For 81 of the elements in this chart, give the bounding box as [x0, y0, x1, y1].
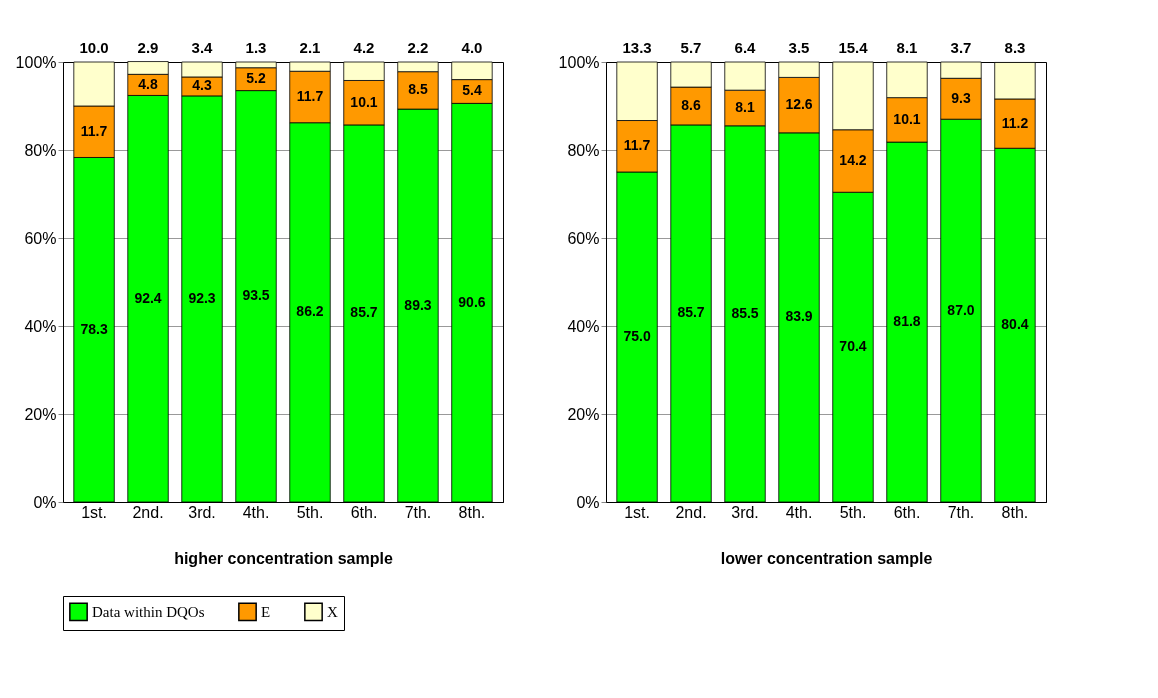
data-label: 2.1: [299, 39, 321, 56]
data-label: 11.7: [80, 122, 108, 139]
x-tick-label: 4th.: [242, 503, 270, 521]
data-label: 86.2: [296, 303, 324, 320]
data-label: 8.3: [1004, 39, 1026, 57]
data-label: 11.7: [296, 87, 324, 104]
y-tick-label: 80%: [567, 141, 600, 159]
y-tick-label: 60%: [567, 229, 600, 247]
data-label: 8.1: [896, 39, 918, 56]
data-label: 4.2: [353, 39, 375, 56]
data-label: 13.3: [622, 39, 652, 56]
data-label: 10.1: [350, 93, 378, 110]
x-tick-label: 2nd.: [675, 503, 707, 521]
data-label: 10.1: [893, 110, 921, 127]
data-label: 85.5: [731, 304, 759, 321]
x-tick-label: 8th.: [1001, 503, 1029, 521]
x-tick-label: 5th.: [296, 503, 324, 521]
data-label: 87.0: [947, 301, 975, 318]
y-tick-label: 20%: [567, 405, 600, 423]
legend-label: Data within DQOs: [92, 603, 205, 620]
y-tick-label: 40%: [567, 317, 600, 335]
data-label: 11.7: [623, 137, 651, 154]
data-label: 4.3: [192, 77, 212, 94]
data-label: 92.4: [134, 289, 162, 306]
data-label: 12.6: [785, 96, 813, 113]
y-tick-label: 20%: [24, 405, 57, 423]
y-tick-label: 100%: [558, 53, 600, 71]
x-axis-title: higher concentration sample: [174, 549, 393, 567]
data-label: 70.4: [839, 338, 867, 355]
data-label: 85.7: [350, 304, 378, 321]
data-label: 78.3: [80, 320, 108, 337]
data-label: 11.2: [1001, 114, 1029, 131]
x-tick-label: 6th.: [350, 503, 378, 521]
x-tick-label: 3rd.: [731, 503, 759, 521]
x-tick-label: 6th.: [893, 503, 921, 521]
y-tick-label: 100%: [15, 53, 57, 71]
data-label: 92.3: [188, 289, 216, 306]
legend-label: E: [261, 603, 271, 620]
data-label: 83.9: [785, 308, 813, 325]
data-label: 89.3: [404, 296, 432, 313]
data-label: 9.3: [951, 89, 971, 106]
data-label: 4.0: [461, 39, 483, 56]
x-tick-label: 2nd.: [132, 503, 164, 521]
data-label: 1.3: [245, 39, 267, 56]
x-tick-label: 3rd.: [188, 503, 216, 521]
y-tick-label: 0%: [33, 493, 57, 511]
data-label: 15.4: [838, 39, 869, 56]
x-tick-label: 5th.: [839, 503, 867, 521]
data-label: 93.5: [242, 287, 270, 304]
x-tick-label: 7th.: [404, 503, 432, 521]
data-label: 8.5: [408, 81, 428, 98]
x-tick-label: 8th.: [458, 503, 486, 521]
x-tick-label: 7th.: [947, 503, 975, 521]
data-label: 8.6: [681, 97, 701, 113]
y-tick-label: 80%: [24, 141, 57, 159]
data-label: 5.4: [462, 82, 482, 99]
data-label: 14.2: [839, 152, 867, 168]
data-label: 4.8: [138, 75, 158, 92]
data-label: 75.0: [623, 328, 651, 344]
data-label: 2.2: [407, 39, 429, 56]
data-label: 85.7: [677, 304, 705, 321]
y-tick-label: 0%: [576, 493, 600, 511]
x-tick-label: 1st.: [81, 503, 107, 521]
y-tick-label: 60%: [24, 229, 57, 247]
data-label: 10.0: [79, 39, 109, 56]
data-label: 3.7: [950, 39, 972, 56]
data-label: 80.4: [1001, 316, 1029, 333]
data-label: 81.8: [893, 313, 921, 330]
y-tick-label: 40%: [24, 317, 57, 335]
legend-label: X: [327, 603, 338, 620]
data-label: 5.7: [680, 39, 702, 56]
data-label: 3.4: [191, 39, 214, 56]
x-tick-label: 4th.: [785, 503, 813, 521]
data-label: 5.2: [246, 70, 266, 87]
data-label: 90.6: [458, 293, 486, 310]
data-label: 6.4: [734, 39, 757, 56]
x-tick-label: 1st.: [624, 503, 650, 521]
data-label: 3.5: [788, 39, 810, 56]
data-label: 8.1: [735, 98, 755, 115]
data-label: 2.9: [137, 38, 159, 56]
x-axis-title: lower concentration sample: [720, 549, 933, 567]
